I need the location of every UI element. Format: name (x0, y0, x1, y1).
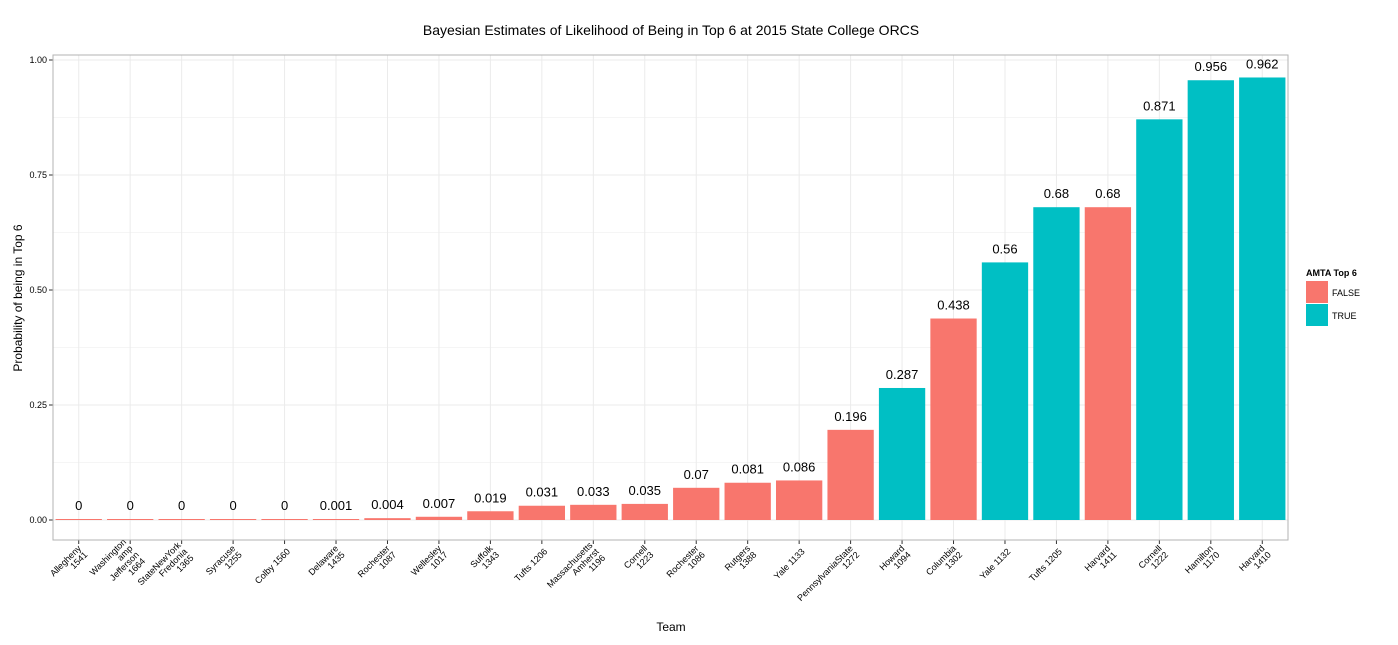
x-tick-label-line: Yale 1133 (772, 546, 807, 581)
bar (415, 516, 463, 520)
data-label: 0.004 (371, 497, 404, 512)
chart-title: Bayesian Estimates of Likelihood of Bein… (423, 22, 919, 38)
bar (930, 318, 977, 520)
data-label: 0.07 (684, 467, 709, 482)
x-tick-label: Colby 1560 (253, 546, 292, 585)
data-labels: 0 0 0 0 0 0.001 0.004 0.007 0.019 0.031 0.033 0.035… (75, 56, 1278, 513)
data-label: 0.196 (834, 409, 867, 424)
data-label: 0.019 (474, 490, 507, 505)
legend-title: AMTA Top 6 (1306, 268, 1357, 278)
data-label: 0 (127, 498, 134, 513)
plot-panel (53, 55, 1288, 540)
bar (364, 518, 411, 520)
data-label: 0.962 (1246, 56, 1279, 71)
data-label: 0 (229, 498, 236, 513)
legend: AMTA Top 6 FALSE TRUE (1306, 268, 1360, 326)
data-label: 0.035 (628, 483, 661, 498)
bar (209, 519, 257, 520)
bar (1084, 207, 1132, 520)
bar (1187, 80, 1234, 521)
x-tick-label-line: Yale 1132 (978, 546, 1013, 581)
x-tick-label: Tufts 1205 (1027, 546, 1064, 583)
y-axis-title: Probability of being in Top 6 (11, 224, 25, 372)
bar (467, 511, 514, 520)
data-label: 0 (281, 498, 288, 513)
bar (1239, 77, 1286, 520)
bar (518, 505, 566, 520)
x-tick-label: Tufts 1206 (512, 546, 549, 583)
y-tick-label: 0.00 (29, 515, 47, 525)
data-label: 0.033 (577, 484, 610, 499)
data-label: 0.007 (423, 496, 456, 511)
y-tick-label: 0.25 (29, 400, 47, 410)
bar (312, 519, 360, 520)
data-label: 0.438 (937, 298, 970, 313)
data-label: 0.086 (783, 459, 816, 474)
bar (878, 387, 926, 520)
y-axis: 0.00 0.25 0.50 0.75 1.00 (29, 55, 53, 525)
y-tick-label: 0.50 (29, 285, 47, 295)
data-label: 0.68 (1095, 186, 1120, 201)
bar (673, 487, 720, 520)
data-label: 0.081 (731, 462, 764, 477)
panel-border (52, 54, 1289, 541)
data-label: 0.68 (1044, 186, 1069, 201)
bar (1033, 207, 1080, 520)
legend-label-false: FALSE (1332, 288, 1360, 298)
bar (107, 519, 154, 520)
data-label: 0.031 (526, 485, 559, 500)
x-tick-label-line: Colby 1560 (253, 546, 292, 585)
legend-label-true: TRUE (1332, 311, 1357, 321)
x-tick-label-line: Tufts 1206 (512, 546, 549, 583)
bar (261, 519, 308, 520)
data-label: 0.56 (992, 241, 1017, 256)
bar (775, 480, 823, 520)
x-tick-label: Yale 1133 (772, 546, 807, 581)
x-tick-label: Yale 1132 (978, 546, 1013, 581)
bar (981, 262, 1029, 520)
y-tick-label: 0.75 (29, 170, 47, 180)
data-label: 0 (75, 498, 82, 513)
x-tick-label-line: Tufts 1205 (1027, 546, 1064, 583)
y-tick-label: 1.00 (29, 55, 47, 65)
legend-key-true (1306, 304, 1328, 326)
bar (55, 519, 102, 520)
data-label: 0.287 (886, 367, 919, 382)
bar (158, 519, 205, 520)
legend-key-false (1306, 281, 1328, 303)
x-axis: Allegheny1541WashingtonampJefferson1664S… (48, 537, 1273, 603)
panel-background (53, 55, 1288, 540)
bar (621, 503, 668, 520)
bar (827, 429, 874, 520)
bar (724, 482, 771, 520)
data-label: 0.001 (320, 498, 353, 513)
data-label: 0.871 (1143, 98, 1176, 113)
bars (55, 77, 1286, 521)
data-label: 0.956 (1195, 59, 1228, 74)
x-axis-title: Team (656, 620, 685, 634)
bar (570, 504, 617, 520)
data-label: 0 (178, 498, 185, 513)
bar (1136, 119, 1183, 520)
